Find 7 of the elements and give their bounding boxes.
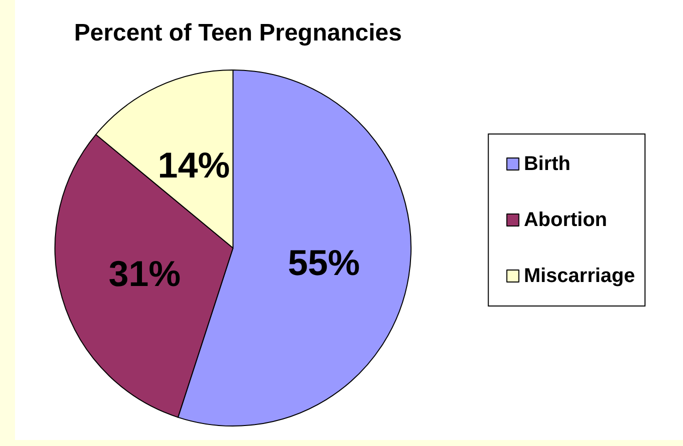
- data-label: 55%: [288, 242, 360, 283]
- data-label: 14%: [158, 144, 230, 186]
- legend-label: Birth: [524, 153, 570, 175]
- data-label: 31%: [108, 253, 181, 294]
- legend-label: Abortion: [524, 209, 608, 231]
- chart-title: Percent of Teen Pregnancies: [74, 20, 402, 46]
- legend-label: Miscarriage: [524, 265, 635, 287]
